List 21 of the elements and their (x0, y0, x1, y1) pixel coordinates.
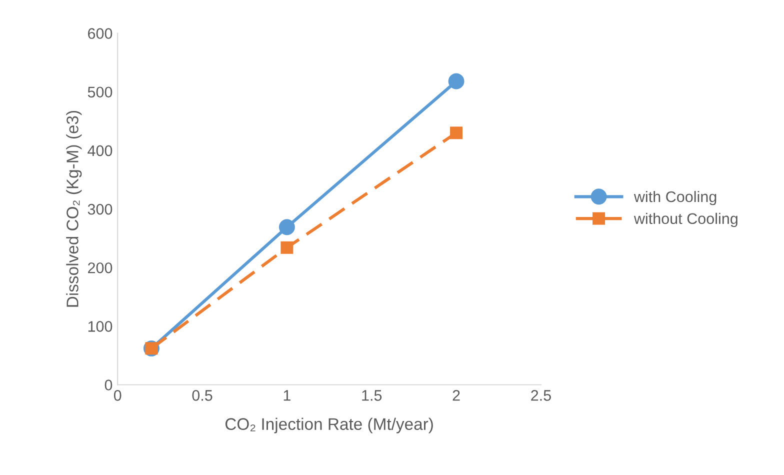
x-tick-label: 1.5 (362, 390, 382, 401)
point (450, 126, 463, 140)
y-tick-label: 400 (88, 145, 112, 156)
y-tick-label: 300 (88, 204, 112, 215)
legend-label: with Cooling (634, 190, 716, 206)
y-tick-label: 500 (88, 86, 112, 98)
point (278, 219, 295, 236)
x-tick-label: 2 (452, 390, 460, 401)
y-tick-label: 200 (88, 262, 112, 274)
y-tick-label: 0 (104, 380, 112, 390)
legend-label: without Cooling (634, 212, 738, 228)
x-tick-label: 2.5 (531, 390, 551, 401)
point (280, 241, 294, 254)
x-tick-label: 1 (284, 390, 290, 401)
y-tick-label: 100 (88, 321, 112, 332)
point (448, 73, 464, 90)
y-tick-label: 600 (88, 28, 112, 39)
x-tick-label: 0 (114, 390, 122, 401)
x-tick-label: 0.5 (192, 390, 212, 401)
y-axis-title: Dissolved CO₂ (Kg-M) (e3) (66, 110, 82, 307)
x-axis-title: CO₂ Injection Rate (Mt/year) (225, 418, 433, 434)
